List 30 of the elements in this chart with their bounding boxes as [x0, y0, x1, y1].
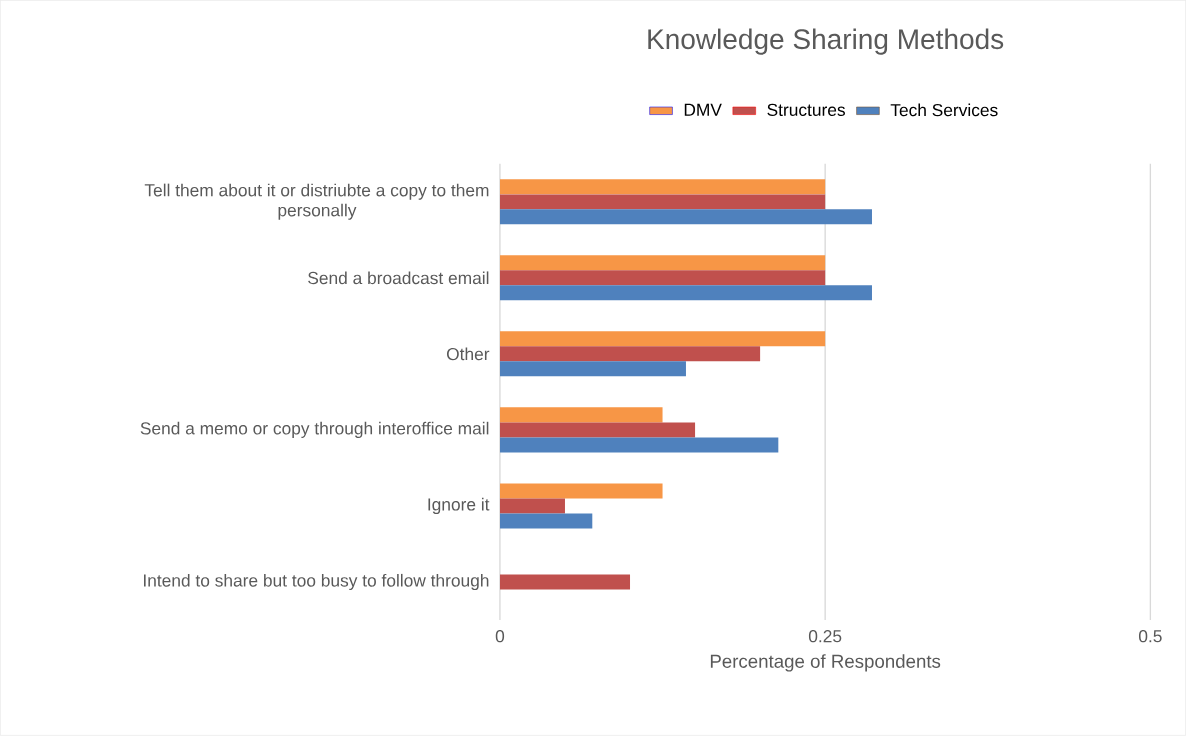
- legend-label: Structures: [767, 103, 845, 117]
- bar: [499, 437, 779, 453]
- bar: [499, 513, 593, 529]
- bar: [499, 346, 761, 362]
- bar: [499, 498, 565, 514]
- y-tick-label: Other: [446, 347, 490, 361]
- y-tick-label: Send a broadcast email: [308, 271, 489, 285]
- x-tick-label: 0.5: [1138, 630, 1162, 643]
- bar: [499, 361, 686, 377]
- bar: [499, 209, 872, 225]
- bar: [499, 194, 826, 210]
- bar: [499, 179, 826, 195]
- bar: [499, 270, 826, 286]
- bar: [499, 285, 872, 301]
- bar: [499, 574, 631, 590]
- bar: [499, 422, 696, 438]
- legend-label: DMV: [684, 103, 722, 116]
- x-axis-title: Percentage of Respondents: [710, 654, 941, 672]
- chart-title: Knowledge Sharing Methods: [648, 28, 1004, 55]
- bar: [499, 255, 826, 271]
- bar: [499, 331, 826, 347]
- bar: [499, 407, 663, 423]
- x-tick-label: 0.25: [808, 630, 842, 643]
- legend-label: Tech Services: [890, 103, 998, 117]
- y-tick-label: Ignore it: [428, 498, 490, 515]
- y-tick-label: Tell them about it or distriubte a copy to them personally: [144, 183, 489, 220]
- y-tick-label: Send a memo or copy through interoffice mail: [140, 421, 489, 439]
- x-tick-label: 0: [495, 630, 505, 643]
- bar: [499, 483, 663, 499]
- y-tick-label: Intend to share but too busy to follow through: [144, 574, 489, 591]
